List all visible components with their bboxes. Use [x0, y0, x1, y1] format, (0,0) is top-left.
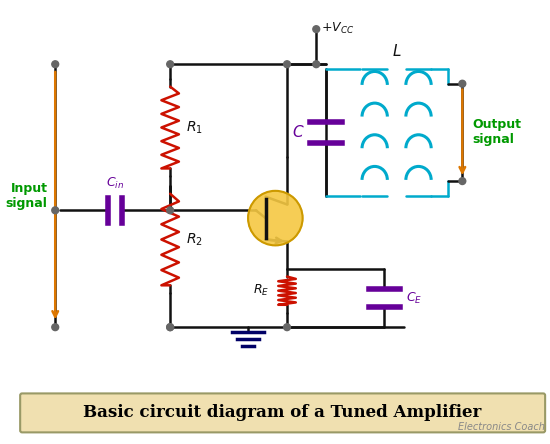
Text: Basic circuit diagram of a Tuned Amplifier: Basic circuit diagram of a Tuned Amplifi…	[84, 404, 482, 421]
Circle shape	[167, 324, 174, 331]
Circle shape	[284, 61, 290, 67]
Text: $R_1$: $R_1$	[186, 119, 202, 136]
Text: $+V_{CC}$: $+V_{CC}$	[321, 21, 354, 36]
Circle shape	[284, 324, 290, 331]
Circle shape	[459, 80, 466, 87]
Circle shape	[52, 61, 59, 67]
Text: $R_2$: $R_2$	[186, 231, 202, 248]
Circle shape	[248, 191, 302, 246]
Text: $C_{in}$: $C_{in}$	[106, 176, 124, 191]
Text: $L$: $L$	[392, 44, 402, 59]
Circle shape	[167, 324, 174, 331]
Text: Input
signal: Input signal	[6, 182, 47, 210]
Circle shape	[167, 61, 174, 67]
FancyBboxPatch shape	[20, 393, 545, 432]
Circle shape	[52, 207, 59, 214]
Circle shape	[459, 178, 466, 185]
Circle shape	[313, 61, 320, 67]
Circle shape	[167, 207, 174, 214]
Text: $C$: $C$	[292, 124, 305, 140]
Text: Output
signal: Output signal	[472, 119, 521, 147]
Text: $C_E$: $C_E$	[406, 290, 422, 305]
Circle shape	[52, 324, 59, 331]
Text: $R_E$: $R_E$	[254, 283, 270, 298]
Circle shape	[313, 26, 320, 32]
Text: Electronics Coach: Electronics Coach	[458, 422, 545, 432]
